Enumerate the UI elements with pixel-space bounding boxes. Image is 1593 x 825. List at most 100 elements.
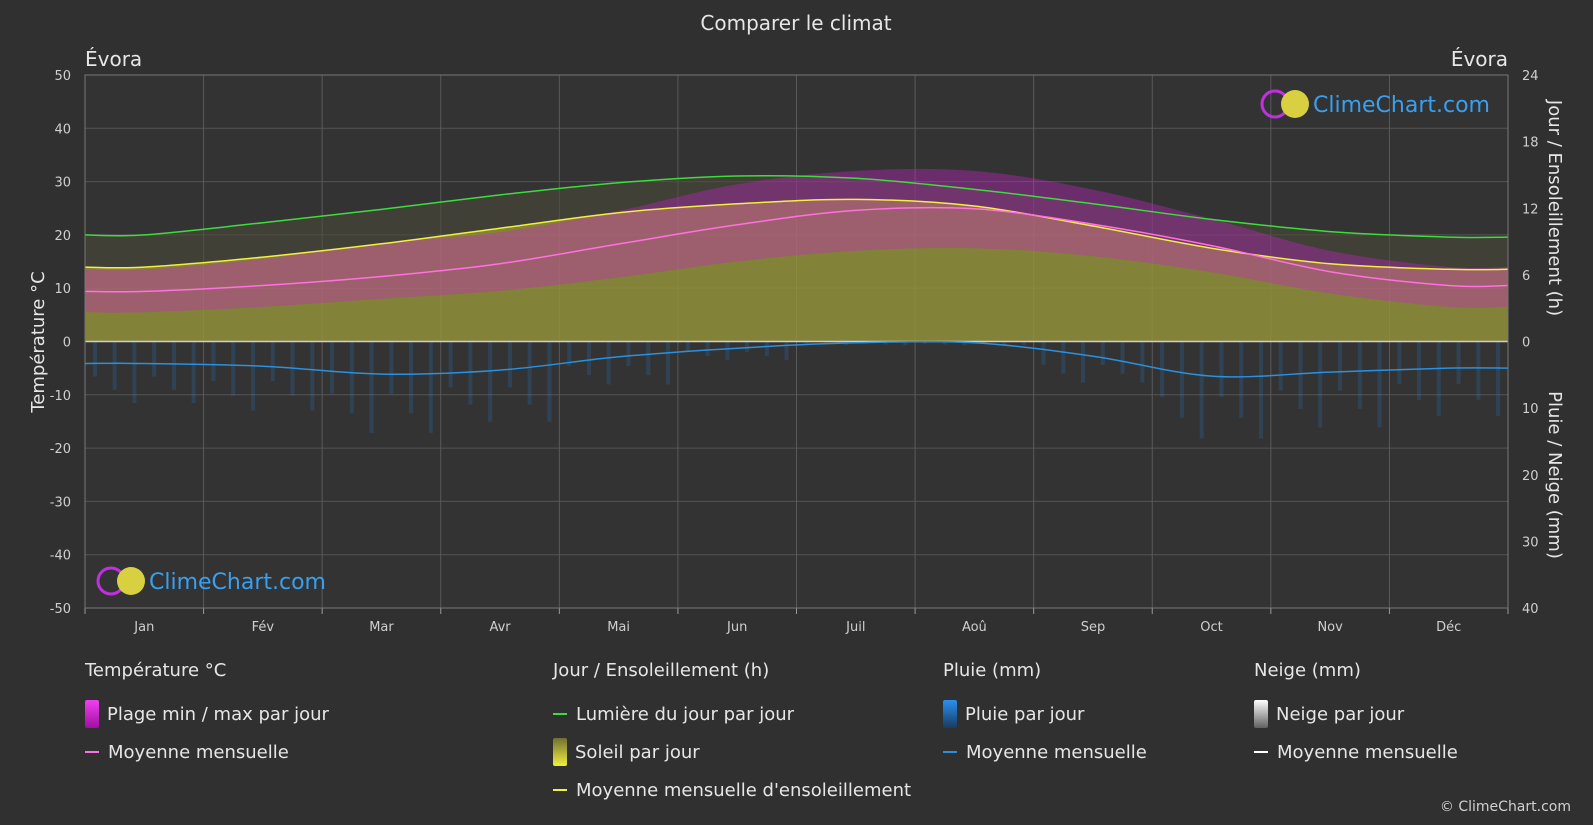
rain-bar bbox=[1496, 341, 1501, 417]
x-tick-label: Oct bbox=[1200, 620, 1222, 635]
rain-bar bbox=[1357, 341, 1362, 409]
y-axis-left-label: Température °C bbox=[28, 271, 49, 413]
y-tick-left: 0 bbox=[63, 336, 71, 351]
rain-bar bbox=[646, 341, 651, 376]
x-tick-label: Nov bbox=[1317, 620, 1343, 635]
legend-temp-range: Plage min / max par jour bbox=[85, 695, 329, 733]
rain-bar bbox=[1456, 341, 1461, 385]
y-tick-right-sun: 12 bbox=[1522, 202, 1539, 217]
temp-mean-line bbox=[84, 206, 1509, 293]
rain-bar bbox=[922, 341, 927, 344]
x-tick-label: Aoû bbox=[962, 620, 987, 635]
location-left: Évora bbox=[85, 47, 142, 71]
rain-bar bbox=[1179, 341, 1184, 418]
logo-text-bottom: ClimeChart.com bbox=[149, 570, 326, 595]
rain-bar bbox=[527, 341, 532, 405]
rain-bar bbox=[804, 341, 809, 344]
plot-frame bbox=[84, 74, 1509, 609]
rain-bar bbox=[1436, 341, 1441, 417]
rain-bar bbox=[369, 341, 374, 433]
rain-bar bbox=[1041, 341, 1046, 365]
rain-mean-swatch bbox=[943, 751, 957, 753]
x-tick-label: Jun bbox=[726, 620, 747, 635]
rain-bar bbox=[132, 341, 137, 404]
rain-bar bbox=[1278, 341, 1283, 391]
legend-sun-mean-label: Moyenne mensuelle d'ensoleillement bbox=[576, 779, 912, 801]
rain-bar bbox=[883, 341, 888, 345]
rain-bar bbox=[1476, 341, 1481, 401]
rain-bar bbox=[152, 341, 157, 377]
legend-rain-daily-label: Pluie par jour bbox=[965, 703, 1085, 725]
rain-bar bbox=[1338, 341, 1343, 391]
rain-bar bbox=[171, 341, 176, 390]
rain-bar bbox=[211, 341, 216, 381]
sunshine-area bbox=[85, 199, 1508, 342]
y-tick-right-sun: 24 bbox=[1522, 69, 1539, 84]
rain-mean-line bbox=[84, 340, 1509, 378]
legend-daylight: Lumière du jour par jour bbox=[553, 695, 911, 733]
y-tick-left: -10 bbox=[50, 389, 71, 404]
x-tick-label: Sep bbox=[1081, 620, 1106, 635]
rain-bar bbox=[606, 341, 611, 385]
y-tick-right-sun: 18 bbox=[1522, 136, 1539, 151]
rain-bar bbox=[1377, 341, 1382, 428]
rain-bar bbox=[962, 341, 967, 346]
legend-sunshine: Soleil par jour bbox=[553, 733, 911, 771]
y-tick-left: 40 bbox=[54, 122, 71, 137]
logo-sun-icon bbox=[117, 567, 145, 595]
x-tick-label: Jan bbox=[133, 620, 154, 635]
rain-bar bbox=[448, 341, 453, 388]
daylight-swatch bbox=[553, 713, 567, 715]
rain-bar bbox=[784, 341, 789, 361]
rain-bar bbox=[92, 341, 97, 377]
legend-snow-daily-label: Neige par jour bbox=[1276, 703, 1405, 725]
y-axis-right-top-label: Jour / Ensoleillement (h) bbox=[1544, 99, 1565, 316]
legend-rain: Pluie (mm) Pluie par jour Moyenne mensue… bbox=[943, 660, 1147, 771]
rain-bar bbox=[349, 341, 354, 414]
sunshine-mean-line bbox=[84, 198, 1509, 271]
rain-bar bbox=[1219, 341, 1224, 397]
rain-bar bbox=[725, 341, 730, 361]
rain-bar bbox=[1081, 341, 1086, 383]
rain-bar bbox=[1002, 341, 1007, 345]
rain-bar bbox=[666, 341, 671, 385]
rain-bar bbox=[586, 341, 591, 376]
x-tick-label: Fév bbox=[252, 620, 275, 635]
x-tick-label: Juil bbox=[845, 620, 865, 635]
y-tick-right-rain: 40 bbox=[1522, 602, 1539, 617]
rain-bar bbox=[1061, 341, 1066, 374]
rain-bar bbox=[409, 341, 414, 414]
x-tick-label: Mar bbox=[369, 620, 394, 635]
legend-rain-mean-label: Moyenne mensuelle bbox=[966, 741, 1147, 763]
legend-temp-mean: Moyenne mensuelle bbox=[85, 733, 329, 771]
rain-bar bbox=[705, 341, 710, 357]
legend-rain-title: Pluie (mm) bbox=[943, 660, 1042, 681]
y-tick-left: 20 bbox=[54, 229, 71, 244]
temp-range-band bbox=[85, 168, 1508, 313]
rain-bar bbox=[112, 341, 117, 390]
y-tick-right-rain: 20 bbox=[1522, 469, 1539, 484]
y-tick-left: 10 bbox=[54, 282, 71, 297]
rain-bar bbox=[270, 341, 275, 381]
rain-bar bbox=[231, 341, 236, 396]
logo-text-top: ClimeChart.com bbox=[1313, 93, 1490, 118]
rain-bar bbox=[1417, 341, 1422, 401]
data-layer bbox=[84, 168, 1509, 439]
daylight-line bbox=[84, 174, 1509, 239]
legend-sun-title: Jour / Ensoleillement (h) bbox=[553, 660, 770, 681]
rain-bar bbox=[1239, 341, 1244, 418]
rain-bar bbox=[764, 341, 769, 357]
rain-bar bbox=[428, 341, 433, 433]
rain-bar bbox=[1120, 341, 1125, 374]
y-tick-right-sun: 0 bbox=[1522, 336, 1530, 351]
rain-bar bbox=[389, 341, 394, 394]
legend-sun-mean: Moyenne mensuelle d'ensoleillement bbox=[553, 771, 911, 809]
legend-rain-daily: Pluie par jour bbox=[943, 695, 1147, 733]
rain-bar bbox=[1199, 341, 1204, 439]
y-tick-left: -40 bbox=[50, 549, 71, 564]
y-tick-right-sun: 6 bbox=[1522, 269, 1530, 284]
legend-snow-mean-label: Moyenne mensuelle bbox=[1277, 741, 1458, 763]
x-tick-label: Déc bbox=[1436, 620, 1461, 635]
legend-snow: Neige (mm) Neige par jour Moyenne mensue… bbox=[1254, 660, 1458, 771]
